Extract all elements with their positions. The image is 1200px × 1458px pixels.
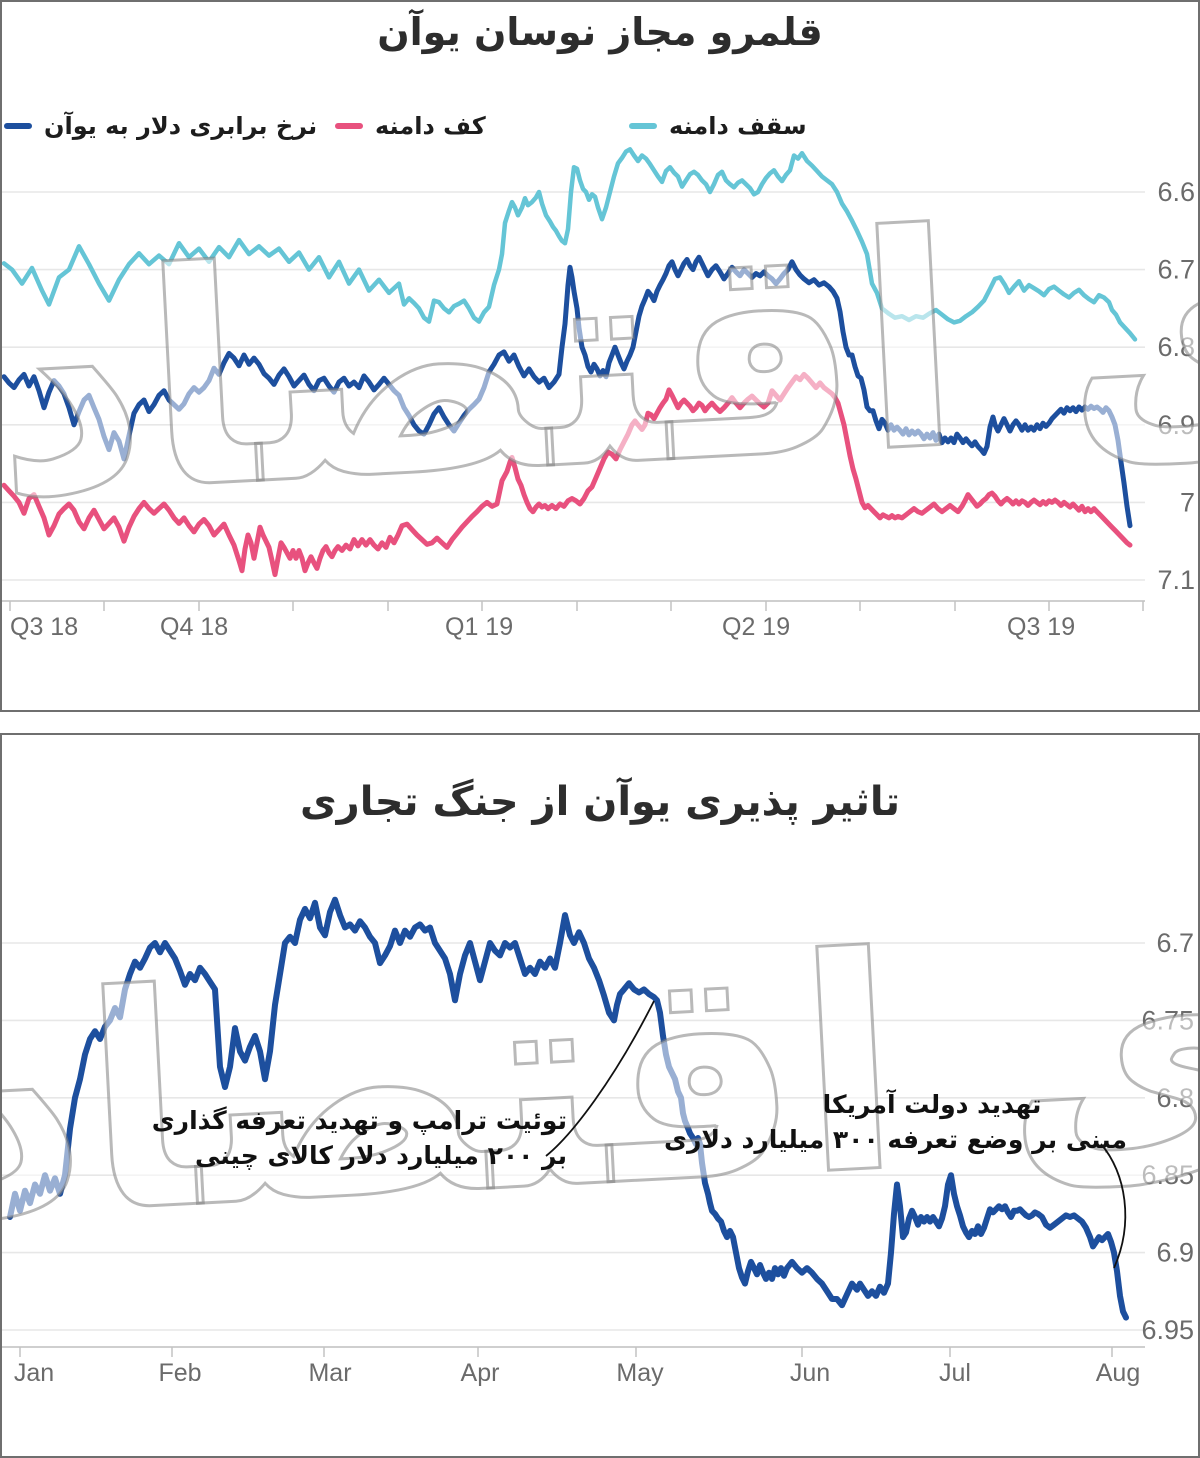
- x-axis-label: Jul: [939, 1359, 971, 1387]
- rate-line-swatch: [4, 123, 32, 129]
- legend-label-rate: نرخ برابری دلار به یوآن: [44, 112, 318, 140]
- y-axis-label: 6.8: [1157, 332, 1195, 362]
- legend-item-floor: کف دامنه: [335, 106, 486, 146]
- yuan-band-chart-plot: 6.6 6.7 6.8 6.9 7 7.1 Q3 18 Q4 18 Q1 19 Q2 19 Q3 1…: [2, 147, 1195, 641]
- series-line: [7, 896, 1129, 1321]
- annotation-line: تهدید دولت آمریکا: [822, 1090, 1042, 1119]
- x-axis-label: Mar: [308, 1359, 351, 1387]
- series-line: [2, 147, 1138, 342]
- y-axis-label: 7: [1180, 487, 1195, 517]
- y-axis-label: 6.95: [1141, 1315, 1194, 1345]
- ceiling-line-swatch: [629, 123, 657, 129]
- y-axis-label: 6.85: [1141, 1160, 1194, 1190]
- annotation-line: بر ۲۰۰ میلیارد دلار کالای چینی: [195, 1141, 567, 1170]
- x-axis-label: Jan: [14, 1359, 54, 1387]
- y-axis-label: 6.8: [1156, 1083, 1194, 1113]
- x-axis-label: Q3 18: [10, 613, 78, 641]
- trade-war-chart-plot: 6.7 6.75 6.8 6.85 6.9 6.95 Jan Feb Mar Apr May Jun J…: [2, 896, 1194, 1387]
- legend-item-rate: نرخ برابری دلار به یوآن: [4, 106, 317, 146]
- legend-item-ceiling: سقف دامنه: [629, 106, 807, 146]
- y-axis-label: 6.9: [1157, 410, 1195, 440]
- x-axis-label: Q3 19: [1007, 613, 1075, 641]
- series-line: [2, 371, 1133, 578]
- series-line: [2, 254, 1133, 529]
- chart-title-bottom: تاثیر پذیری یوآن از جنگ تجاری: [300, 779, 900, 825]
- x-axis-label: Feb: [158, 1359, 201, 1387]
- x-axis-label: Q1 19: [445, 613, 513, 641]
- annotation-us-threat: تهدید دولت آمریکا مبنی بر وضع تعرفه ۳۰۰ …: [664, 1087, 1127, 1157]
- legend-label-floor: کف دامنه: [375, 112, 486, 140]
- panel-trade-war-chart: 6.7 6.75 6.8 6.85 6.9 6.95 Jan Feb Mar Apr May Jun J…: [0, 733, 1200, 1458]
- x-axis-label: May: [616, 1359, 664, 1387]
- annotation-trump-tweet: توئیت ترامپ و تهدید تعرفه گذاری بر ۲۰۰ م…: [151, 1103, 567, 1173]
- y-axis-label: 6.7: [1156, 928, 1194, 958]
- chart-title-top: قلمرو مجاز نوسان یوآن: [377, 10, 823, 54]
- legend-label-ceiling: سقف دامنه: [669, 112, 807, 140]
- annotation-line: مبنی بر وضع تعرفه ۳۰۰ میلیارد دلاری: [664, 1125, 1127, 1154]
- y-axis-label: 6.6: [1157, 177, 1195, 207]
- panel-yuan-band-chart: 6.6 6.7 6.8 6.9 7 7.1 Q3 18 Q4 18 Q1 19 Q2 19 Q3 1…: [0, 0, 1200, 712]
- x-axis-label: Aug: [1096, 1359, 1140, 1387]
- y-axis-label: 6.9: [1156, 1238, 1194, 1268]
- y-axis-label: 6.75: [1141, 1005, 1194, 1035]
- annotation-line: توئیت ترامپ و تهدید تعرفه گذاری: [151, 1106, 567, 1135]
- x-axis-label: Jun: [790, 1359, 830, 1387]
- y-axis-label: 7.1: [1157, 565, 1195, 595]
- x-axis-label: Q4 18: [160, 613, 228, 641]
- x-axis-label: Q2 19: [722, 613, 790, 641]
- floor-line-swatch: [335, 123, 363, 129]
- x-axis-label: Apr: [461, 1359, 500, 1387]
- y-axis-label: 6.7: [1157, 255, 1195, 285]
